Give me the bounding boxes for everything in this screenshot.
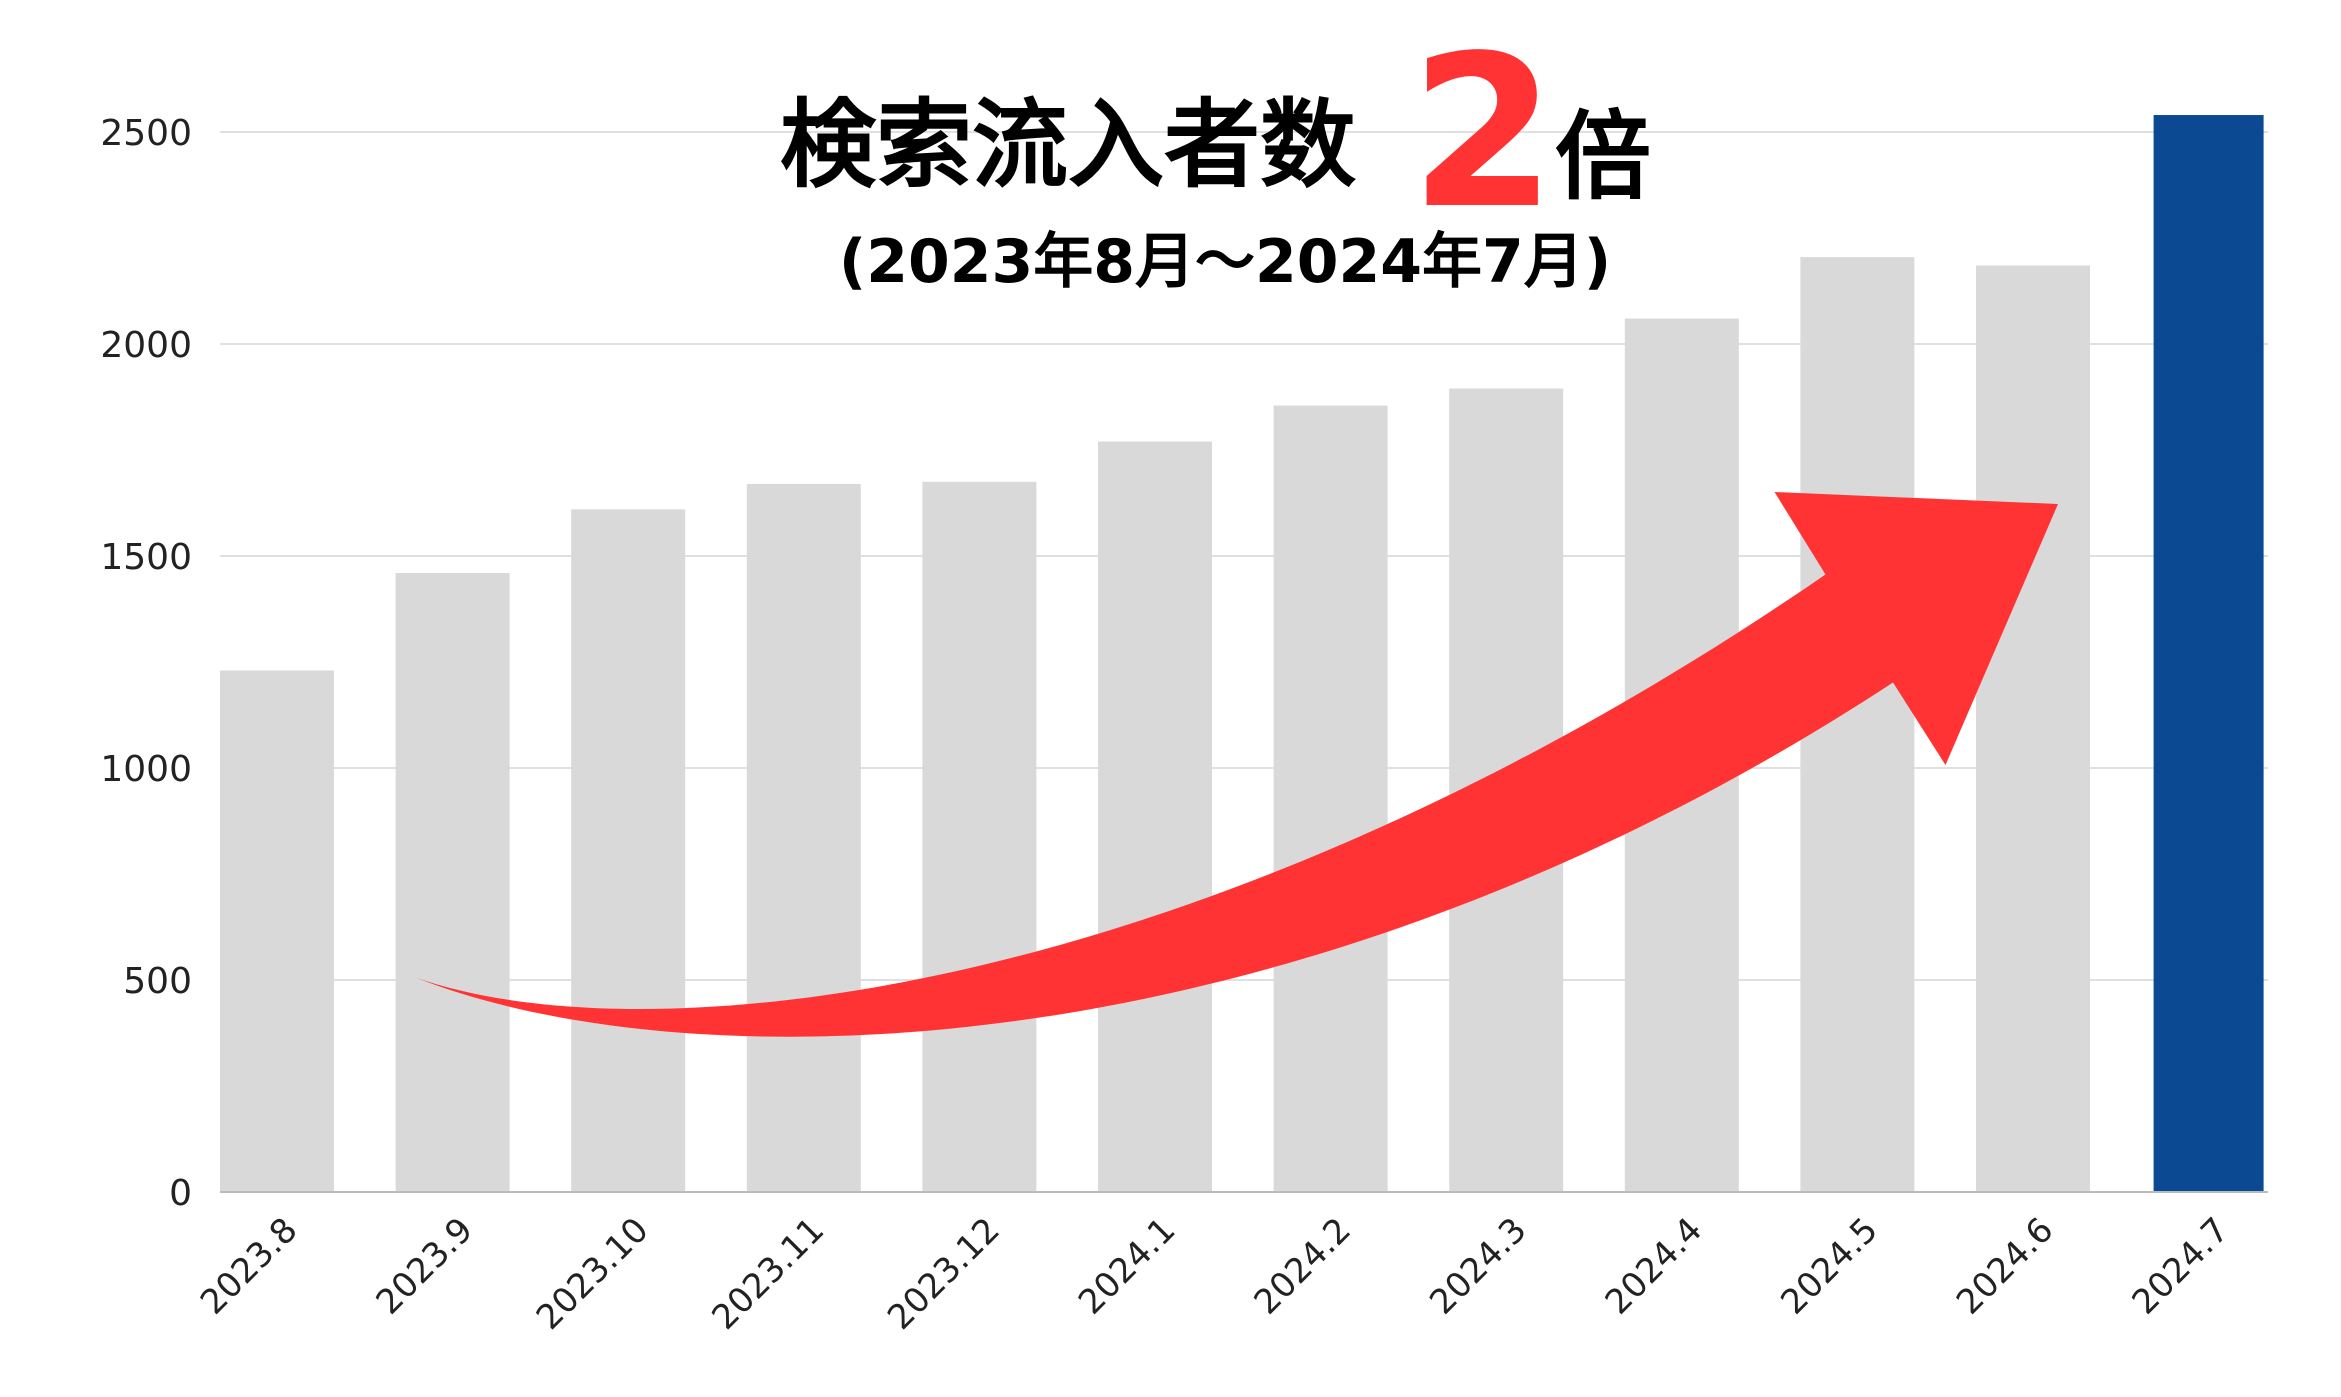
x-tick-label: 2023.10 <box>529 1210 657 1338</box>
bar-2024.7 <box>2153 115 2264 1192</box>
bar-2023.10 <box>571 509 686 1192</box>
x-tick-label: 2023.8 <box>193 1210 305 1322</box>
bar-2023.12 <box>922 481 1037 1192</box>
x-tick-label: 2024.7 <box>2125 1210 2237 1322</box>
bar-2023.8 <box>220 670 334 1192</box>
bar-2023.11 <box>746 483 861 1192</box>
bar-2023.9 <box>395 572 510 1192</box>
y-tick-label: 0 <box>169 1173 192 1214</box>
x-tick-label: 2024.2 <box>1247 1210 1359 1322</box>
y-tick-label: 2500 <box>100 113 192 154</box>
chart-title-suffix: 倍 <box>1555 101 1651 213</box>
y-tick-label: 500 <box>123 961 192 1002</box>
bar-2024.1 <box>1098 441 1212 1192</box>
trend-arrow <box>417 492 2058 1037</box>
chart-subtitle: (2023年8月～2024年7月) <box>839 227 1611 297</box>
bar-2024.2 <box>1273 405 1388 1193</box>
trend-arrow-shape <box>417 492 2058 1037</box>
x-tick-label: 2024.3 <box>1422 1210 1534 1322</box>
bar-2024.6 <box>1976 265 2090 1192</box>
x-tick-label: 2024.4 <box>1598 1210 1710 1322</box>
x-tick-label: 2023.11 <box>704 1210 832 1338</box>
x-tick-label: 2024.1 <box>1071 1210 1183 1322</box>
x-tick-label: 2024.5 <box>1773 1210 1885 1322</box>
x-tick-label: 2024.6 <box>1949 1210 2061 1322</box>
chart-title: 検索流入者数 <box>780 89 1356 201</box>
x-tick-label: 2023.12 <box>880 1210 1008 1338</box>
y-tick-label: 2000 <box>100 325 192 366</box>
chart-title-highlight: 2 <box>1410 10 1556 255</box>
y-tick-label: 1500 <box>100 537 192 578</box>
x-tick-label: 2023.9 <box>369 1210 481 1322</box>
y-tick-label: 1000 <box>100 749 192 790</box>
